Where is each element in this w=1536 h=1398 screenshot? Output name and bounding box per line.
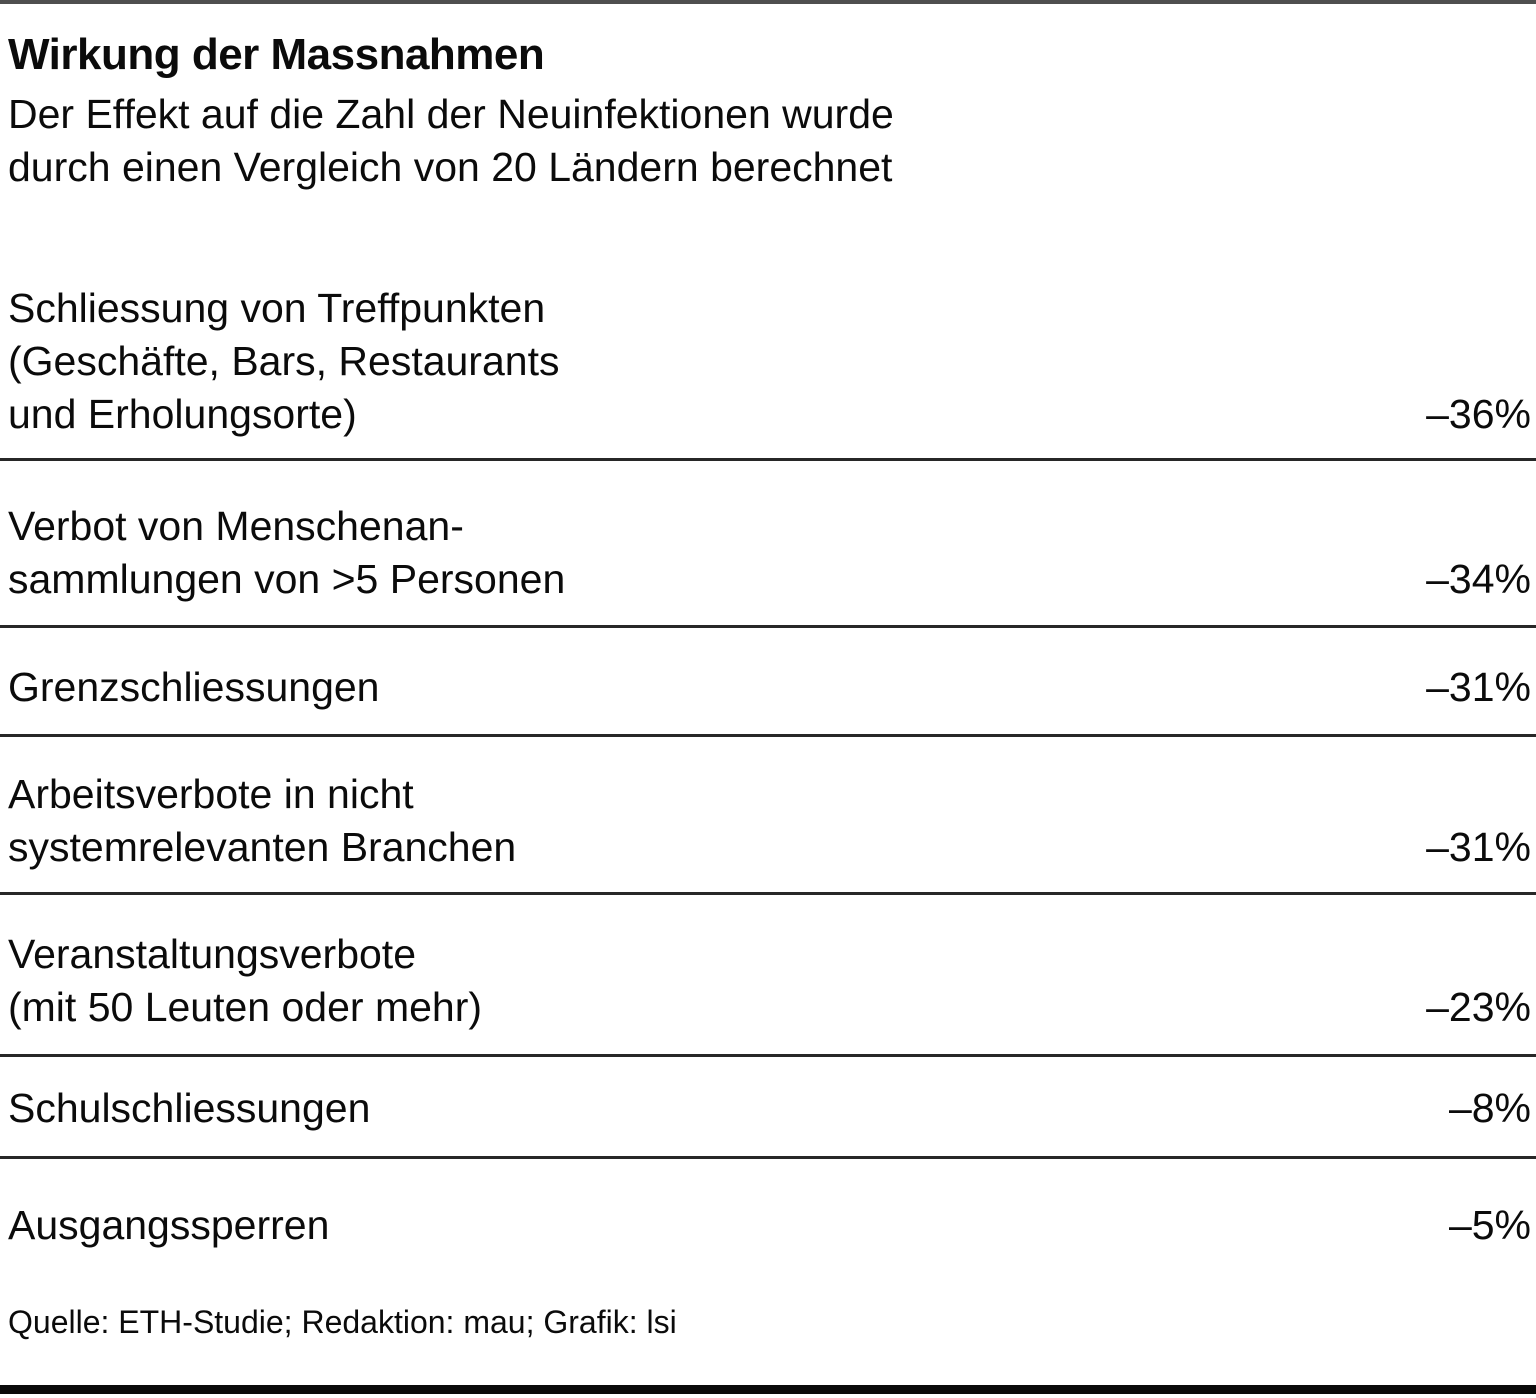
footer: Quelle: ETH-Studie; Redaktion: mau; Graf…	[0, 1304, 1536, 1394]
measure-value: –34%	[1426, 556, 1531, 602]
measure-value: –8%	[1448, 1085, 1531, 1131]
measure-label: Grenzschliessungen	[8, 664, 380, 710]
chart-title: Wirkung der Massnahmen	[8, 30, 545, 79]
bottom-border-bar	[0, 1385, 1536, 1394]
measures-table: Schliessung von Treffpunkten (Geschäfte,…	[0, 194, 1536, 1252]
table-row: Ausgangssperren –5%	[0, 1159, 1536, 1252]
measure-value: –31%	[1426, 664, 1531, 710]
measure-label: Schliessung von Treffpunkten (Geschäfte,…	[8, 285, 560, 437]
chart-subtitle: Der Effekt auf die Zahl der Neuinfektion…	[8, 91, 894, 190]
table-row: Arbeitsverbote in nicht systemrelevanten…	[0, 737, 1536, 895]
table-row: Veranstaltungsverbote (mit 50 Leuten ode…	[0, 895, 1536, 1057]
table-row: Schulschliessungen –8%	[0, 1057, 1536, 1159]
table-row: Grenzschliessungen –31%	[0, 628, 1536, 737]
header: Wirkung der Massnahmen Der Effekt auf di…	[8, 30, 1528, 194]
top-border-bar	[0, 0, 1536, 4]
measure-label: Schulschliessungen	[8, 1085, 371, 1131]
measure-value: –23%	[1426, 984, 1531, 1030]
measure-value: –5%	[1448, 1202, 1531, 1248]
measure-label: Arbeitsverbote in nicht systemrelevanten…	[8, 771, 517, 870]
measure-value: –31%	[1426, 824, 1531, 870]
table-row: Schliessung von Treffpunkten (Geschäfte,…	[0, 194, 1536, 461]
measure-label: Ausgangssperren	[8, 1202, 330, 1248]
table-row: Verbot von Menschenan- sammlungen von >5…	[0, 461, 1536, 628]
source-credit: Quelle: ETH-Studie; Redaktion: mau; Graf…	[8, 1304, 677, 1340]
measure-label: Verbot von Menschenan- sammlungen von >5…	[8, 503, 566, 602]
measure-label: Veranstaltungsverbote (mit 50 Leuten ode…	[8, 931, 483, 1030]
measure-value: –36%	[1426, 391, 1531, 437]
